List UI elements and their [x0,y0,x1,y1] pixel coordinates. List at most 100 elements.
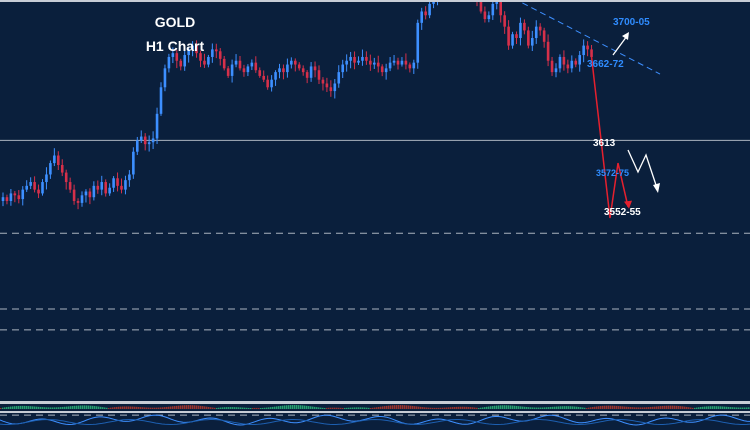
candle-body [207,56,210,65]
histogram-bar [286,405,288,409]
histogram-bar [266,407,268,409]
histogram-bar [272,406,274,409]
indicator-pane-divider-2 [0,411,750,413]
histogram-bar [354,407,356,409]
histogram-bar [128,406,130,409]
histogram-bar [60,407,62,409]
histogram-bar [642,407,644,409]
histogram-bar [520,406,522,409]
histogram-bar [468,406,470,409]
histogram-bar [248,407,250,409]
histogram-bar [704,406,706,409]
candle-body [357,60,360,63]
histogram-bar [324,407,326,409]
histogram-bar [86,405,88,409]
histogram-bar [352,407,354,409]
histogram-bar [630,407,632,409]
histogram-bar [4,407,6,409]
histogram-bar [108,407,110,409]
candle-body [238,60,242,69]
candle-body [116,178,119,186]
histogram-bar [498,405,500,409]
histogram-bar [504,405,506,409]
histogram-bar [434,407,436,409]
candle-body [45,174,48,183]
histogram-bar [692,407,694,409]
candle-body [64,172,68,183]
candle-body [404,60,408,65]
histogram-bar [510,405,512,409]
histogram-bar [186,405,188,409]
histogram-bar [350,407,352,409]
candle-body [282,68,285,73]
candle-body [297,64,301,69]
histogram-bar [100,406,102,409]
candle-body [479,0,483,12]
histogram-bar [574,406,576,409]
histogram-bar [492,405,494,409]
histogram-bar [616,405,618,409]
histogram-bar [174,406,176,409]
indicator-pane [0,401,750,426]
candle-body [215,49,218,52]
histogram-bar [396,405,398,409]
candle-body [29,182,32,186]
candle-body [132,151,135,175]
histogram-bar [0,408,2,409]
histogram-bar [116,406,118,409]
histogram-bar [572,406,574,409]
histogram-bar [226,407,228,409]
volume-histogram [0,405,750,409]
candle-body [60,164,64,173]
histogram-bar [42,407,44,409]
candle-body [211,49,214,57]
candle-body [542,30,546,42]
histogram-bar [666,405,668,409]
histogram-bar [132,406,134,409]
histogram-bar [670,405,672,409]
histogram-bar [406,405,408,409]
histogram-bar [518,406,520,409]
histogram-bar [368,407,370,409]
histogram-bar [160,407,162,409]
histogram-bar [414,406,416,409]
histogram-bar [398,405,400,409]
histogram-bar [714,406,716,409]
histogram-bar [710,406,712,409]
histogram-bar [250,407,252,409]
histogram-bar [564,406,566,409]
histogram-bar [252,407,254,409]
histogram-bar [360,407,362,409]
histogram-bar [586,407,588,409]
candle-body [120,185,123,190]
candle-body [199,53,202,61]
histogram-bar [336,407,338,409]
histogram-bar [320,407,322,409]
histogram-bar [52,407,54,409]
histogram-bar [530,407,532,409]
histogram-bar [392,405,394,409]
histogram-bar [74,405,76,409]
candle-body [13,193,17,196]
histogram-bar [262,407,264,409]
candle-body [270,79,273,88]
histogram-bar [346,407,348,409]
histogram-bar [358,407,360,409]
histogram-bar [736,407,738,409]
histogram-bar [668,405,670,409]
histogram-bar [484,407,486,409]
candle-body [574,60,578,65]
histogram-bar [240,407,242,409]
histogram-bar [584,407,586,409]
candle-body [250,62,254,67]
histogram-bar [238,407,240,409]
histogram-bar [196,405,198,409]
candle-body [582,45,585,56]
candle-body [519,22,522,39]
histogram-bar [334,407,336,409]
histogram-bar [622,406,624,409]
histogram-bar [556,406,558,409]
histogram-bar [12,406,14,409]
histogram-bar [546,407,548,409]
